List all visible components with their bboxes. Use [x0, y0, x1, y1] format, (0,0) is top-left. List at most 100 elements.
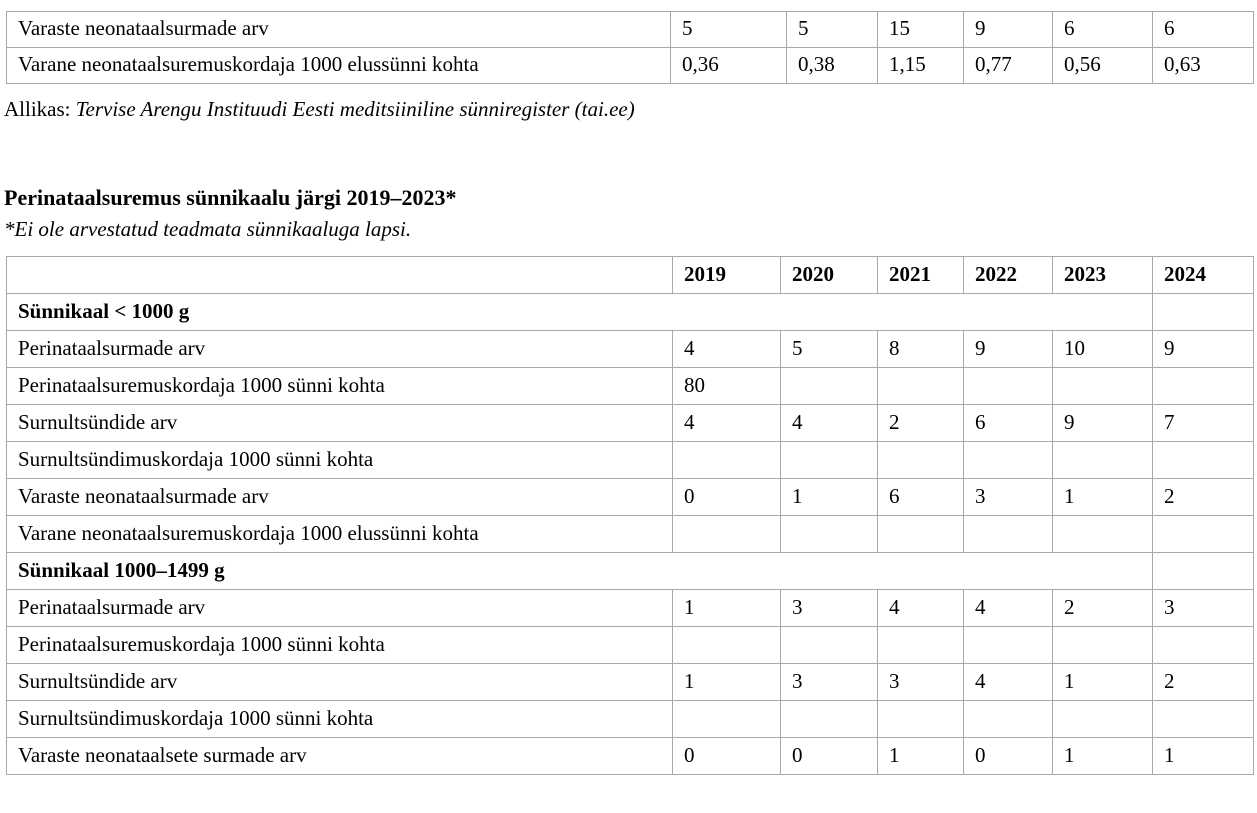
- year-header: 2022: [963, 256, 1053, 294]
- cell-2021: [877, 515, 964, 553]
- cell-2022: 0: [963, 737, 1053, 775]
- row-label: Varaste neonataalsurmade arv: [6, 478, 673, 516]
- cell-2019: 4: [672, 330, 781, 368]
- cell-2022: 0,77: [963, 47, 1053, 84]
- cell-2022: 9: [963, 330, 1053, 368]
- section-row: Sünnikaal 1000–1499 g: [6, 552, 1254, 590]
- row-label: Surnultsündide arv: [6, 663, 673, 701]
- cell-2024: 0,63: [1152, 47, 1254, 84]
- cell-2024: 2: [1152, 478, 1254, 516]
- cell-2020: 4: [780, 404, 878, 442]
- cell-2020: [780, 441, 878, 479]
- cell-2019: 1: [672, 663, 781, 701]
- cell-2019: 5: [670, 11, 787, 48]
- cell-2022: [963, 626, 1053, 664]
- cell-2020: 3: [780, 589, 878, 627]
- cell-2020: 1: [780, 478, 878, 516]
- cell-2024: [1152, 515, 1254, 553]
- cell-2024: 1: [1152, 737, 1254, 775]
- cell-2023: 1: [1052, 663, 1153, 701]
- row-label: Surnultsündimuskordaja 1000 sünni kohta: [6, 441, 673, 479]
- cell-2019: 0,36: [670, 47, 787, 84]
- cell-2024: [1152, 441, 1254, 479]
- cell-2023: 9: [1052, 404, 1153, 442]
- section-title: Perinataalsuremus sünnikaalu järgi 2019–…: [4, 185, 457, 210]
- section-empty-cell: [1152, 552, 1254, 590]
- cell-2022: [963, 515, 1053, 553]
- cell-2024: [1152, 626, 1254, 664]
- row-label: Varaste neonataalsete surmade arv: [6, 737, 673, 775]
- cell-2023: 0,56: [1052, 47, 1153, 84]
- cell-2020: [780, 515, 878, 553]
- row-label: Varaste neonataalsurmade arv: [6, 11, 671, 48]
- cell-2024: [1152, 700, 1254, 738]
- cell-2021: 4: [877, 589, 964, 627]
- row-label: Surnultsündimuskordaja 1000 sünni kohta: [6, 700, 673, 738]
- source-line: Allikas: Tervise Arengu Instituudi Eesti…: [4, 95, 1257, 123]
- cell-2019: 0: [672, 478, 781, 516]
- cell-2019: [672, 515, 781, 553]
- table-row: Varaste neonataalsurmade arv 0 1 6 3 1 2: [6, 478, 1254, 516]
- cell-2021: 3: [877, 663, 964, 701]
- table-row: Surnultsündide arv 1 3 3 4 1 2: [6, 663, 1254, 701]
- cell-2021: [877, 367, 964, 405]
- cell-2022: 4: [963, 663, 1053, 701]
- section-row: Sünnikaal < 1000 g: [6, 293, 1254, 331]
- row-label: Perinataalsuremuskordaja 1000 sünni koht…: [6, 367, 673, 405]
- cell-2019: 0: [672, 737, 781, 775]
- row-label: Perinataalsurmade arv: [6, 589, 673, 627]
- cell-2024: [1152, 367, 1254, 405]
- cell-2020: 5: [780, 330, 878, 368]
- year-header: 2023: [1052, 256, 1153, 294]
- cell-2022: [963, 441, 1053, 479]
- cell-2023: [1052, 626, 1153, 664]
- cell-2020: 0: [780, 737, 878, 775]
- cell-2019: 80: [672, 367, 781, 405]
- cell-2019: 1: [672, 589, 781, 627]
- cell-2023: [1052, 367, 1153, 405]
- cell-2023: [1052, 441, 1153, 479]
- cell-2019: [672, 700, 781, 738]
- table-row: Surnultsündimuskordaja 1000 sünni kohta: [6, 441, 1254, 479]
- row-label: Varane neonataalsuremuskordaja 1000 elus…: [6, 47, 671, 84]
- row-label: Perinataalsuremuskordaja 1000 sünni koht…: [6, 626, 673, 664]
- table-row: Varane neonataalsuremuskordaja 1000 elus…: [6, 515, 1254, 553]
- cell-2019: [672, 626, 781, 664]
- cell-2024: 6: [1152, 11, 1254, 48]
- cell-2020: [780, 367, 878, 405]
- table-row: Varane neonataalsuremuskordaja 1000 elus…: [6, 47, 1254, 84]
- cell-2020: 3: [780, 663, 878, 701]
- cell-2022: [963, 700, 1053, 738]
- cell-2021: 1: [877, 737, 964, 775]
- section-label: Sünnikaal 1000–1499 g: [6, 552, 1153, 590]
- cell-2021: [877, 626, 964, 664]
- section-empty-cell: [1152, 293, 1254, 331]
- cell-2023: 1: [1052, 478, 1153, 516]
- table-row: Perinataalsuremuskordaja 1000 sünni koht…: [6, 367, 1254, 405]
- cell-2021: [877, 700, 964, 738]
- cell-2024: 7: [1152, 404, 1254, 442]
- cell-2023: 6: [1052, 11, 1153, 48]
- perinatal-mortality-by-birthweight-table: 2019 2020 2021 2022 2023 2024 Sünnikaal …: [6, 256, 1254, 775]
- row-label: Surnultsündide arv: [6, 404, 673, 442]
- year-header: 2019: [672, 256, 781, 294]
- cell-2022: 6: [963, 404, 1053, 442]
- cell-2022: [963, 367, 1053, 405]
- cell-2024: 2: [1152, 663, 1254, 701]
- cell-2020: 0,38: [786, 47, 878, 84]
- cell-2023: 10: [1052, 330, 1153, 368]
- table-row: Surnultsündimuskordaja 1000 sünni kohta: [6, 700, 1254, 738]
- cell-2023: [1052, 700, 1153, 738]
- table-row: Varaste neonataalsurmade arv 5 5 15 9 6 …: [6, 11, 1254, 48]
- table-row: Perinataalsurmade arv 4 5 8 9 10 9: [6, 330, 1254, 368]
- table-row: Perinataalsuremuskordaja 1000 sünni koht…: [6, 626, 1254, 664]
- cell-2022: 4: [963, 589, 1053, 627]
- cell-2021: 15: [877, 11, 964, 48]
- cell-2019: [672, 441, 781, 479]
- table-row: Varaste neonataalsete surmade arv 0 0 1 …: [6, 737, 1254, 775]
- cell-2021: 8: [877, 330, 964, 368]
- cell-2023: 2: [1052, 589, 1153, 627]
- year-header: 2020: [780, 256, 878, 294]
- row-label: Perinataalsurmade arv: [6, 330, 673, 368]
- cell-2023: 1: [1052, 737, 1153, 775]
